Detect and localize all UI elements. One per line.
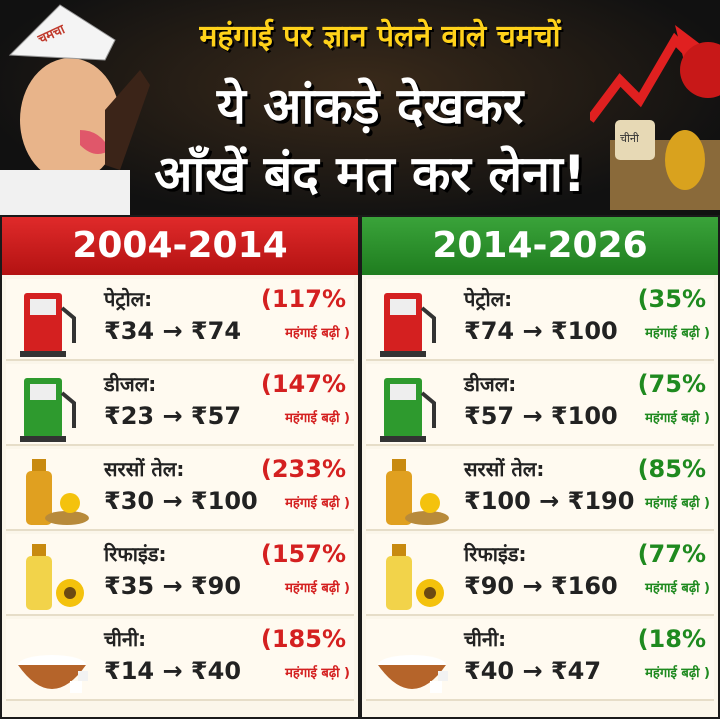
percent-increase: (18% xyxy=(637,625,706,653)
increase-note: महंगाई बढ़ी ) xyxy=(645,666,710,681)
price-change: ₹30 → ₹100 xyxy=(104,487,258,515)
title-line: ये आंकड़े देखकर xyxy=(216,77,524,135)
item-icon xyxy=(20,293,76,357)
price-change: ₹90 → ₹160 xyxy=(464,572,618,600)
price-row: सरसों तेल: ₹30 → ₹100 (233% महंगाई बढ़ी ) xyxy=(6,449,354,531)
price-change: ₹35 → ₹90 xyxy=(104,572,242,600)
item-icon xyxy=(378,655,448,693)
item-icon xyxy=(386,459,449,525)
item-name: पेट्रोल: xyxy=(104,287,153,311)
increase-note: महंगाई बढ़ी ) xyxy=(285,326,350,341)
item-icon xyxy=(20,378,76,442)
price-row: पेट्रोल: ₹34 → ₹74 (117% महंगाई बढ़ी ) xyxy=(6,279,354,361)
price-change: ₹100 → ₹190 xyxy=(464,487,635,515)
increase-note: महंगाई बढ़ी ) xyxy=(285,581,350,596)
price-change: ₹74 → ₹100 xyxy=(464,317,618,345)
increase-note: महंगाई बढ़ी ) xyxy=(285,411,350,426)
basket-label: चीनी xyxy=(620,132,639,145)
period-header: 2014-2026 xyxy=(362,217,718,275)
percent-increase: (233% xyxy=(260,455,346,483)
increase-note: महंगाई बढ़ी ) xyxy=(645,326,710,341)
title-line: महंगाई पर ज्ञान पेलने वाले चमचों xyxy=(199,19,561,54)
percent-increase: (85% xyxy=(637,455,706,483)
item-icon xyxy=(26,459,89,525)
increase-note: महंगाई बढ़ी ) xyxy=(285,496,350,511)
price-row: डीजल: ₹57 → ₹100 (75% महंगाई बढ़ी ) xyxy=(366,364,714,446)
price-row: रिफाइंड: ₹35 → ₹90 (157% महंगाई बढ़ी ) xyxy=(6,534,354,616)
percent-increase: (117% xyxy=(260,285,346,313)
cartoon: चमचा xyxy=(0,4,150,215)
price-change: ₹23 → ₹57 xyxy=(104,402,242,430)
price-change: ₹14 → ₹40 xyxy=(104,657,242,685)
increase-note: महंगाई बढ़ी ) xyxy=(645,411,710,426)
item-name: चीनी: xyxy=(464,627,507,651)
percent-increase: (75% xyxy=(637,370,706,398)
item-icon xyxy=(26,544,84,610)
item-name: सरसों तेल: xyxy=(104,457,185,481)
percent-increase: (77% xyxy=(637,540,706,568)
price-row: पेट्रोल: ₹74 → ₹100 (35% महंगाई बढ़ी ) xyxy=(366,279,714,361)
price-change: ₹34 → ₹74 xyxy=(104,317,242,345)
item-name: रिफाइंड: xyxy=(464,542,527,566)
increase-note: महंगाई बढ़ी ) xyxy=(285,666,350,681)
increase-note: महंगाई बढ़ी ) xyxy=(645,496,710,511)
increase-note: महंगाई बढ़ी ) xyxy=(645,581,710,596)
item-name: सरसों तेल: xyxy=(464,457,545,481)
percent-increase: (147% xyxy=(260,370,346,398)
price-change: ₹57 → ₹100 xyxy=(464,402,618,430)
item-icon xyxy=(386,544,444,610)
price-row: सरसों तेल: ₹100 → ₹190 (85% महंगाई बढ़ी ) xyxy=(366,449,714,531)
item-name: डीजल: xyxy=(104,372,157,396)
item-name: डीजल: xyxy=(464,372,517,396)
header: चमचा चीनी महंगाई पर ज्ञान पेलने वाले चमच… xyxy=(0,0,720,215)
price-row: रिफाइंड: ₹90 → ₹160 (77% महंगाई बढ़ी ) xyxy=(366,534,714,616)
item-name: रिफाइंड: xyxy=(104,542,167,566)
percent-increase: (185% xyxy=(260,625,346,653)
item-name: पेट्रोल: xyxy=(464,287,513,311)
inflation-graphic: चीनी xyxy=(590,25,720,210)
price-row: डीजल: ₹23 → ₹57 (147% महंगाई बढ़ी ) xyxy=(6,364,354,446)
column: 2004-2014 पेट्रोल: ₹34 → ₹74 (117% महंगाई बढ… xyxy=(2,217,358,717)
percent-increase: (35% xyxy=(637,285,706,313)
item-icon xyxy=(380,378,436,442)
item-name: चीनी: xyxy=(104,627,147,651)
price-row: चीनी: ₹40 → ₹47 (18% महंगाई बढ़ी ) xyxy=(366,619,714,701)
period-header: 2004-2014 xyxy=(2,217,358,275)
column: 2014-2026 पेट्रोल: ₹74 → ₹100 (35% महंगाई बढ… xyxy=(362,217,718,717)
item-icon xyxy=(380,293,436,357)
price-row: चीनी: ₹14 → ₹40 (185% महंगाई बढ़ी ) xyxy=(6,619,354,701)
price-change: ₹40 → ₹47 xyxy=(464,657,602,685)
item-icon xyxy=(18,655,88,693)
percent-increase: (157% xyxy=(260,540,346,568)
title-line: आँखें बंद मत कर लेना! xyxy=(154,145,586,203)
